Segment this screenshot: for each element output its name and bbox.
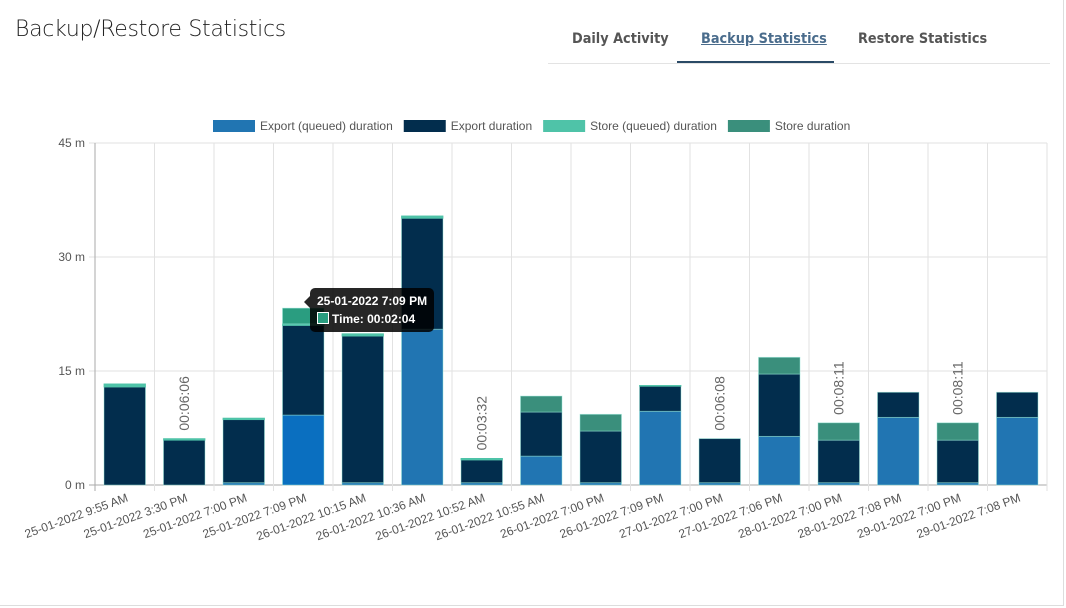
bar-segment	[817, 422, 860, 441]
y-tick-label: 0 m	[65, 478, 85, 492]
tab-daily-activity[interactable]: Daily Activity	[572, 31, 669, 47]
legend-label: Store (queued) duration	[590, 119, 717, 133]
y-tick-label: 30 m	[58, 250, 85, 264]
bar-segment	[401, 328, 444, 486]
chart-tooltip: 25-01-2022 7:09 PM Time: 00:02:04	[303, 288, 435, 332]
legend-swatch	[727, 120, 770, 132]
page-title: Backup/Restore Statistics	[15, 17, 286, 42]
legend-swatch	[543, 120, 586, 132]
bar-segment	[639, 385, 682, 387]
bar-segment	[222, 417, 265, 421]
bar-segment	[579, 413, 622, 432]
bar-data-label: 00:06:08	[712, 376, 728, 431]
bar-segment	[936, 439, 979, 484]
bar-segment	[341, 333, 384, 337]
legend-label: Export duration	[451, 119, 532, 133]
bar-segment	[341, 335, 384, 484]
bar-segment	[103, 383, 146, 388]
bar-data-label: 00:08:11	[831, 361, 847, 415]
tooltip-title: 25-01-2022 7:09 PM	[317, 294, 428, 308]
bar-segment	[877, 416, 920, 486]
bar-data-label: 00:06:06	[176, 376, 192, 431]
bar-segment	[282, 324, 325, 416]
bar-segment	[639, 385, 682, 412]
tab-bar: Daily Activity Backup Statistics Restore…	[548, 20, 1050, 64]
bar-segment	[639, 410, 682, 486]
legend-label: Export (queued) duration	[260, 119, 393, 133]
bar-segment	[222, 419, 265, 484]
bar-segment	[401, 215, 444, 219]
bar-segment	[163, 439, 206, 486]
bar-segment	[579, 430, 622, 484]
bar-segment	[520, 411, 563, 457]
bar-segment	[758, 373, 801, 437]
bar-segment	[936, 422, 979, 441]
bar-segment	[996, 416, 1039, 486]
legend-swatch	[403, 120, 446, 132]
tab-backup-statistics[interactable]: Backup Statistics	[701, 31, 827, 47]
bar-segment	[282, 414, 325, 486]
y-tick-label: 45 m	[58, 136, 85, 150]
tooltip-swatch-icon	[317, 312, 329, 324]
bar-data-label: 00:08:11	[950, 361, 966, 415]
bar-segment	[103, 386, 146, 486]
bar-segment	[877, 391, 920, 418]
bar-data-label: 00:03:32	[474, 396, 490, 451]
bar-segment	[817, 439, 860, 484]
legend-swatch	[213, 120, 255, 132]
bar-segment	[520, 455, 563, 486]
bar-segment	[996, 391, 1039, 418]
bar-segment	[758, 356, 801, 375]
bar-segment	[698, 438, 741, 484]
legend-label: Store duration	[775, 119, 850, 133]
bar-segment	[460, 457, 503, 461]
active-tab-indicator	[677, 61, 834, 63]
bar-segment	[460, 459, 503, 484]
y-tick-label: 15 m	[58, 364, 85, 378]
bar-segment	[163, 438, 206, 441]
tab-restore-statistics[interactable]: Restore Statistics	[858, 31, 988, 47]
tooltip-value: Time: 00:02:04	[332, 312, 416, 326]
x-tick-label: 29-01-2022 7:08 PM	[915, 491, 1023, 542]
bar-segment	[758, 435, 801, 486]
bar-segment	[520, 395, 563, 413]
